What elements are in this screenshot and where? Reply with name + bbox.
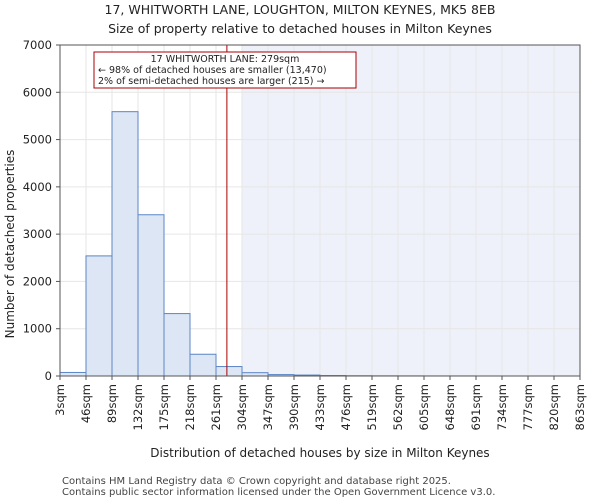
x-tick-label: 347sqm <box>261 384 275 430</box>
annotation-line-1: 17 WHITWORTH LANE: 279sqm <box>151 54 300 65</box>
y-tick-label: 5000 <box>23 133 52 147</box>
x-tick-label: 89sqm <box>105 384 119 423</box>
y-axis-ticks: 0 1000 2000 3000 4000 5000 6000 7000 <box>23 38 60 383</box>
bars-group <box>59 44 581 377</box>
y-tick-label: 1000 <box>23 322 52 336</box>
bar-3sqm <box>59 371 87 377</box>
x-tick-label: 304sqm <box>235 384 249 430</box>
y-tick-label: 0 <box>45 369 52 383</box>
bar-132sqm <box>137 214 165 377</box>
x-tick-label: 433sqm <box>313 384 327 430</box>
x-tick-label: 820sqm <box>547 384 561 430</box>
annotation-line-3: 2% of semi-detached houses are larger (2… <box>98 76 325 87</box>
chart-title: 17, WHITWORTH LANE, LOUGHTON, MILTON KEY… <box>105 2 496 17</box>
y-tick-label: 6000 <box>23 85 52 99</box>
x-tick-label: 132sqm <box>131 384 145 430</box>
y-tick-label: 2000 <box>23 274 52 288</box>
x-tick-label: 476sqm <box>339 384 353 430</box>
x-tick-label: 777sqm <box>521 384 535 430</box>
bar-89sqm <box>111 111 139 377</box>
x-tick-label: 562sqm <box>391 384 405 430</box>
bar-218sqm <box>189 353 217 377</box>
annotation-frame <box>93 51 357 89</box>
bar-46sqm <box>85 255 113 377</box>
x-tick-label: 863sqm <box>573 384 587 430</box>
x-tick-label: 519sqm <box>365 384 379 430</box>
x-tick-label: 605sqm <box>417 384 431 430</box>
x-tick-label: 648sqm <box>443 384 457 430</box>
chart-subtitle: Size of property relative to detached ho… <box>108 21 492 36</box>
bar-175sqm <box>163 313 191 377</box>
x-tick-label: 218sqm <box>183 384 197 430</box>
y-axis-label: Number of detached properties <box>3 150 17 339</box>
x-tick-label: 261sqm <box>209 384 223 430</box>
x-axis-ticks: 3sqm 46sqm 89sqm 132sqm 175sqm 218sqm 261sqm 30… <box>53 376 587 430</box>
annotation-line-2: ← 98% of detached houses are smaller (13… <box>98 65 327 76</box>
x-tick-label: 3sqm <box>53 384 67 416</box>
y-tick-label: 4000 <box>23 180 52 194</box>
bar-261sqm <box>215 366 243 377</box>
footer-line-2: Contains public sector information licen… <box>62 487 495 498</box>
footer-line-1: Contains HM Land Registry data © Crown c… <box>62 476 451 487</box>
x-tick-label: 734sqm <box>495 384 509 430</box>
x-tick-label: 390sqm <box>287 384 301 430</box>
y-tick-label: 3000 <box>23 227 52 241</box>
x-axis-label: Distribution of detached houses by size … <box>150 446 489 460</box>
y-tick-label: 7000 <box>23 38 52 52</box>
annotation-box: 17 WHITWORTH LANE: 279sqm ← 98% of detac… <box>93 51 357 89</box>
larger-region-shading <box>242 45 580 376</box>
x-tick-label: 46sqm <box>79 384 93 423</box>
x-tick-label: 175sqm <box>157 384 171 430</box>
x-tick-label: 691sqm <box>469 384 483 430</box>
